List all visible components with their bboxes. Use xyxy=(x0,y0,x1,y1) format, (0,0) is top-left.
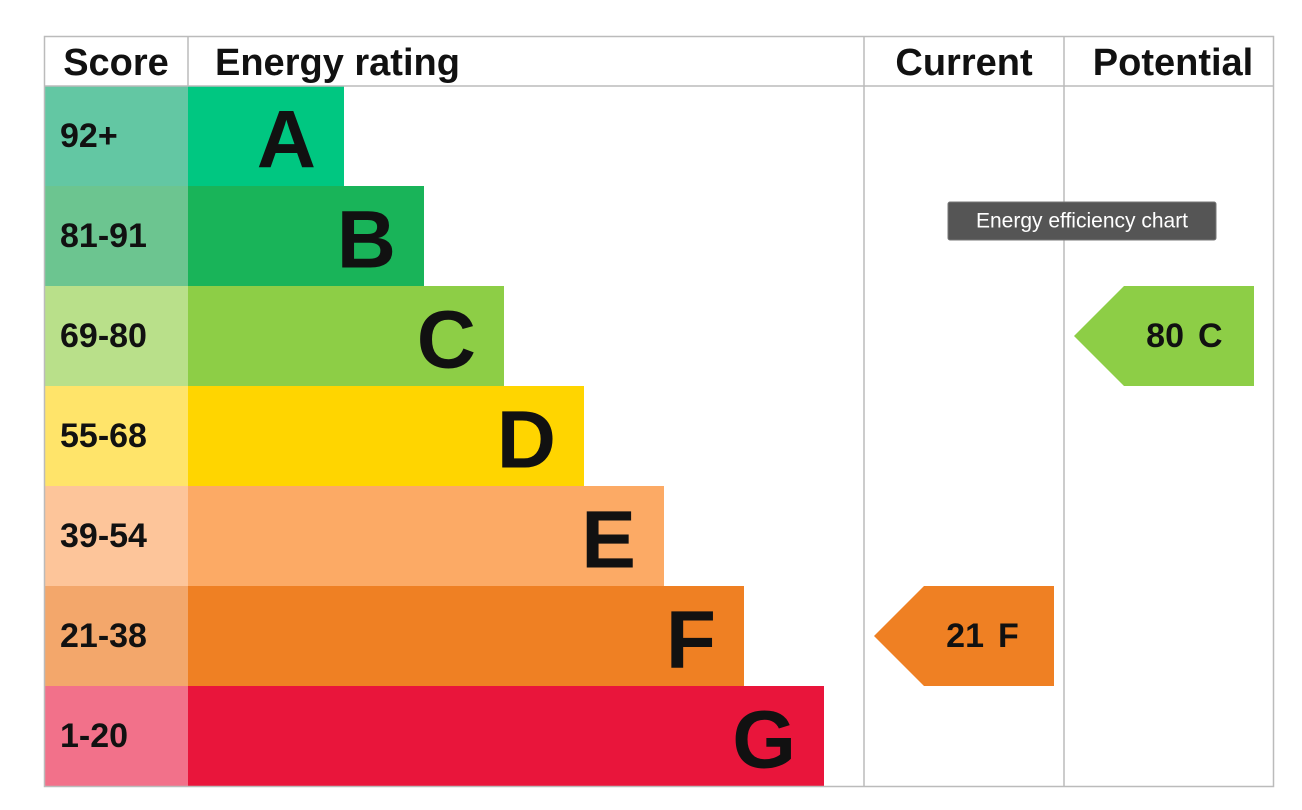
rating-bar xyxy=(188,86,344,186)
header-current: Current xyxy=(895,42,1033,84)
score-cell xyxy=(44,686,188,786)
score-label: 69-80 xyxy=(60,317,147,355)
rating-letter: B xyxy=(337,195,396,286)
rows: 92+ A 81-91 B 69-80 C 55-68 D 39-54 E 21-38 F 1-20 G xyxy=(44,86,824,786)
score-label: 21-38 xyxy=(60,617,147,655)
score-cell xyxy=(44,186,188,286)
rating-letter: A xyxy=(257,95,316,186)
rating-bar xyxy=(188,286,504,386)
potential-arrow xyxy=(1074,286,1254,386)
rating-bar xyxy=(188,486,664,586)
tooltip-text: Energy efficiency chart xyxy=(976,210,1188,233)
rating-bar xyxy=(188,586,744,686)
potential-band: C xyxy=(1198,317,1223,355)
score-cell xyxy=(44,386,188,486)
arrows: 21 F 80 C xyxy=(874,286,1254,686)
rating-letter: G xyxy=(732,695,796,786)
score-cell xyxy=(44,486,188,586)
rating-bar xyxy=(188,386,584,486)
table-border xyxy=(43,35,1275,788)
grid xyxy=(43,35,1275,788)
rating-letter: C xyxy=(417,295,476,386)
score-cell xyxy=(44,286,188,386)
rating-letter: F xyxy=(666,595,716,686)
rating-letter: E xyxy=(581,495,636,586)
current-arrow xyxy=(874,586,1054,686)
potential-value: 80 xyxy=(1146,317,1184,355)
tooltip: Energy efficiency chart xyxy=(947,201,1217,241)
score-label: 55-68 xyxy=(60,417,147,455)
score-label: 1-20 xyxy=(60,717,128,755)
score-label: 81-91 xyxy=(60,217,147,255)
header-rating: Energy rating xyxy=(215,42,460,84)
score-cell xyxy=(44,86,188,186)
current-band: F xyxy=(998,617,1019,655)
rating-bar xyxy=(188,186,424,286)
rating-letter: D xyxy=(497,395,556,486)
score-label: 39-54 xyxy=(60,517,147,555)
tooltip-box xyxy=(947,201,1217,241)
score-label: 92+ xyxy=(60,117,118,155)
header-score: Score xyxy=(63,42,169,84)
current-value: 21 xyxy=(946,617,984,655)
header-potential: Potential xyxy=(1093,42,1253,84)
score-cell xyxy=(44,586,188,686)
rating-bar xyxy=(188,686,824,786)
